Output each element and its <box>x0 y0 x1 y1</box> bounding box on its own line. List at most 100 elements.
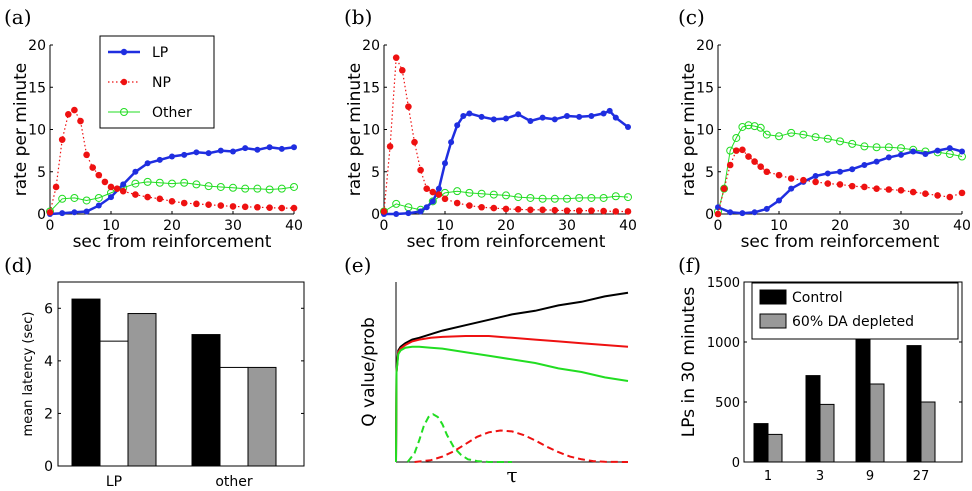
data-point-np <box>58 136 66 143</box>
data-point-np <box>52 183 60 191</box>
data-point-lp <box>95 202 102 209</box>
data-point-np <box>435 191 443 198</box>
data-point-lp <box>946 145 953 152</box>
data-point-np <box>65 110 72 118</box>
x-tick-label: 20 <box>831 218 849 234</box>
data-point-lp <box>959 148 965 155</box>
x-tick-label: 3 <box>816 469 824 484</box>
data-point-np <box>466 202 473 209</box>
x-tick-label: 10 <box>770 218 788 234</box>
data-point-lp <box>588 112 595 119</box>
panel-label-c: (c) <box>678 5 705 29</box>
data-point-lp <box>812 172 819 179</box>
data-point-np <box>539 206 546 214</box>
x-axis-label: sec from reinforcement <box>741 232 940 252</box>
data-point-lp <box>59 210 66 217</box>
panel-label-b: (b) <box>344 5 372 29</box>
data-point-np <box>861 183 868 191</box>
data-point-lp <box>83 208 90 215</box>
plot-frame-f <box>743 281 963 463</box>
y-tick-label: 10 <box>696 123 714 139</box>
x-tick-label: 9 <box>866 469 874 484</box>
x-tick-label: 40 <box>285 218 303 234</box>
data-point-other <box>575 193 584 202</box>
data-point-lp <box>435 185 442 192</box>
x-tick-label: 27 <box>913 469 930 484</box>
data-point-other <box>799 130 808 139</box>
y-tick-label: 20 <box>696 38 714 54</box>
data-point-lp <box>564 112 570 119</box>
legend-label-other: Other <box>152 105 192 121</box>
data-point-other <box>155 178 164 187</box>
legend-label: 60% DA depleted <box>792 314 914 330</box>
data-point-np <box>934 192 941 199</box>
data-point-np <box>144 193 151 201</box>
data-point-lp <box>861 161 868 168</box>
data-point-np <box>180 199 188 207</box>
data-point-lp <box>934 147 941 154</box>
data-point-other <box>860 142 869 151</box>
data-point-lp <box>460 112 467 119</box>
data-point-other <box>453 187 462 196</box>
data-point-lp <box>466 110 473 117</box>
data-point-lp <box>885 154 892 161</box>
data-point-np <box>380 208 388 215</box>
data-point-other <box>192 180 201 189</box>
data-point-np <box>132 191 139 198</box>
data-point-lp <box>454 122 461 129</box>
data-point-lp <box>169 153 175 160</box>
data-point-np <box>800 176 807 184</box>
y-axis-label: rate per minute <box>345 63 365 197</box>
data-point-other <box>143 177 152 186</box>
data-point-other <box>897 144 905 153</box>
data-point-np <box>266 204 273 211</box>
y-tick-label: 20 <box>362 38 380 54</box>
curve-red-dashed <box>414 429 629 463</box>
data-point-lp <box>478 113 485 120</box>
y-axis-label: Q value/prob <box>359 317 379 427</box>
data-point-lp <box>625 123 631 130</box>
data-point-np <box>490 204 498 212</box>
x-tick-label: 1 <box>764 469 772 484</box>
data-point-other <box>872 143 881 152</box>
data-point-other <box>489 190 498 199</box>
data-point-np <box>441 195 449 203</box>
data-point-lp <box>606 107 613 114</box>
y-tick-label: 0 <box>371 207 380 223</box>
data-point-np <box>624 208 632 215</box>
x-tick-label: 40 <box>953 218 971 234</box>
y-tick-label: 2 <box>44 406 53 422</box>
bar <box>219 366 249 467</box>
bar <box>127 313 157 467</box>
data-point-lp <box>503 115 509 122</box>
x-tick-label: LP <box>106 474 122 490</box>
legend-swatch <box>759 313 787 329</box>
x-axis-label: sec from reinforcement <box>407 232 606 252</box>
data-point-np <box>720 185 728 192</box>
y-tick-label: 0 <box>732 456 740 471</box>
data-point-other <box>70 193 79 202</box>
y-tick-label: 5 <box>705 165 714 181</box>
data-point-np <box>612 208 620 215</box>
y-tick-label: 5 <box>37 165 46 181</box>
data-point-np <box>77 117 84 125</box>
data-point-lp <box>217 147 224 154</box>
x-tick-label: 20 <box>497 218 515 234</box>
data-point-np <box>95 171 103 179</box>
y-tick-label: 15 <box>696 80 714 96</box>
data-point-np <box>897 187 905 194</box>
data-point-lp <box>71 209 78 216</box>
bar <box>767 433 783 463</box>
data-point-np <box>757 163 764 170</box>
y-tick-label: 0 <box>37 207 46 223</box>
data-point-other <box>94 193 103 202</box>
curve-green-solid <box>395 345 629 463</box>
y-axis-label: rate per minute <box>679 63 699 197</box>
data-point-other <box>241 184 250 193</box>
bar <box>855 325 871 463</box>
data-point-np <box>733 147 740 154</box>
data-point-np <box>254 203 261 211</box>
data-point-lp <box>576 113 583 120</box>
